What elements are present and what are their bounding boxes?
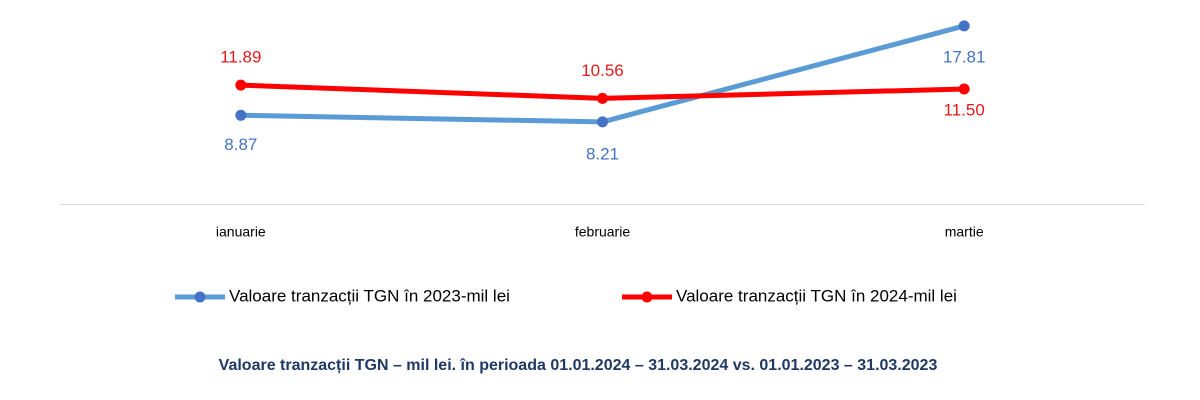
chart-caption: Valoare tranzacții TGN – mil lei. în per… [219,357,938,374]
data-label: 11.89 [220,48,261,67]
point [597,92,608,104]
legend-marker [194,291,206,303]
data-label: 8.21 [586,144,619,163]
legend-label: Valoare tranzacții TGN în 2024-mil lei [676,286,957,305]
point [958,83,970,95]
point [597,116,608,128]
legend-label: Valoare tranzacții TGN în 2023-mil lei [229,286,510,305]
x-tick-label: februarie [575,224,630,240]
point [958,20,970,32]
data-label: 10.56 [581,61,624,80]
x-tick-label: martie [945,224,984,240]
x-tick-label: ianuarie [216,224,266,240]
data-label: 11.50 [944,100,985,119]
data-label: 17.81 [943,47,986,66]
point [235,109,247,121]
point [235,79,247,91]
data-label: 8.87 [224,135,257,154]
legend-marker [641,291,653,303]
